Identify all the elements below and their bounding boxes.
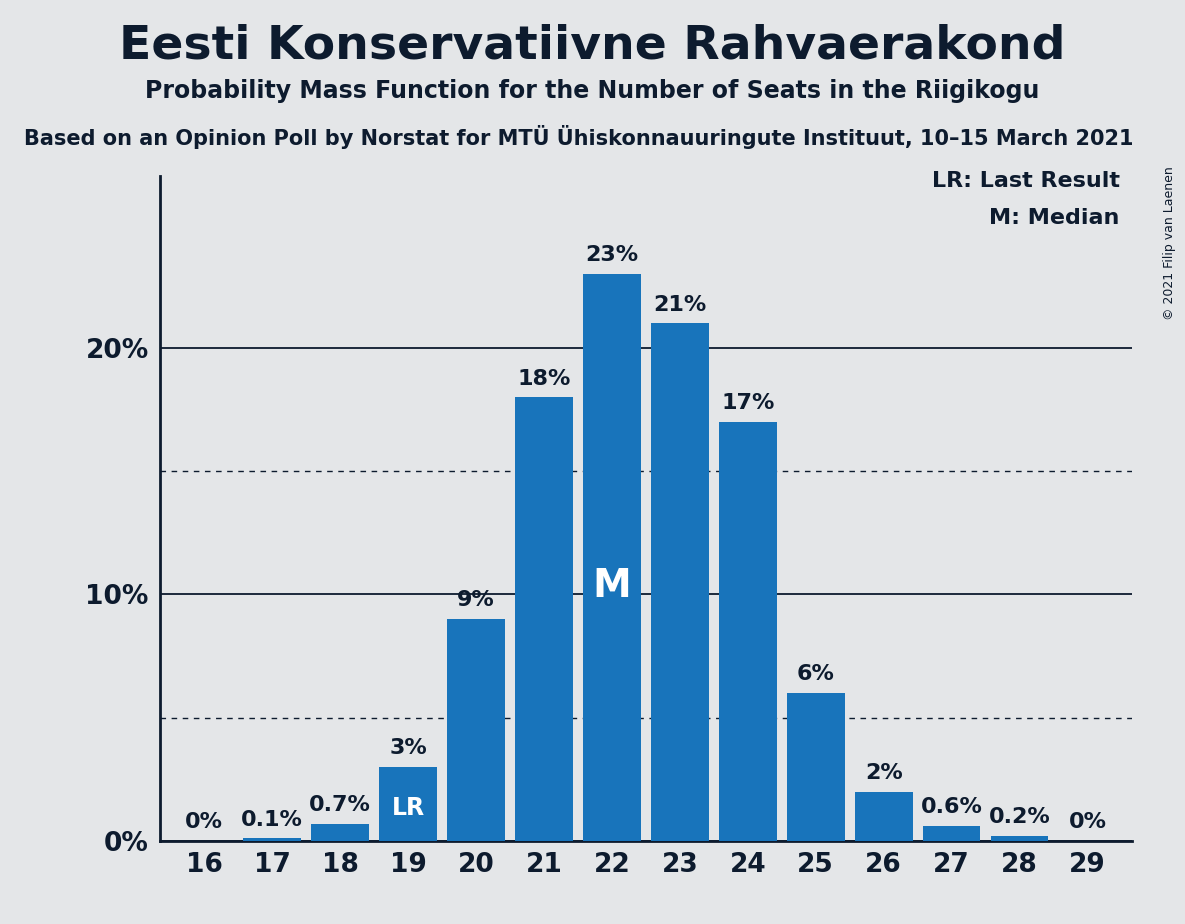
Text: LR: LR: [391, 796, 424, 820]
Bar: [719, 422, 776, 841]
Bar: [379, 767, 437, 841]
Text: Probability Mass Function for the Number of Seats in the Riigikogu: Probability Mass Function for the Number…: [146, 79, 1039, 103]
Text: © 2021 Filip van Laenen: © 2021 Filip van Laenen: [1162, 166, 1176, 320]
Text: LR: Last Result: LR: Last Result: [931, 171, 1120, 191]
Text: 0.2%: 0.2%: [988, 808, 1050, 827]
Text: 0%: 0%: [1069, 812, 1107, 833]
Text: 2%: 2%: [865, 763, 903, 783]
Bar: [447, 619, 505, 841]
Bar: [991, 836, 1049, 841]
Text: 6%: 6%: [796, 664, 834, 685]
Bar: [651, 323, 709, 841]
Bar: [923, 826, 980, 841]
Text: 3%: 3%: [389, 738, 427, 759]
Bar: [854, 792, 912, 841]
Text: 17%: 17%: [720, 394, 775, 413]
Text: 18%: 18%: [517, 369, 571, 389]
Text: M: Median: M: Median: [989, 208, 1120, 228]
Text: Eesti Konservatiivne Rahvaerakond: Eesti Konservatiivne Rahvaerakond: [120, 23, 1065, 68]
Bar: [787, 693, 845, 841]
Text: 9%: 9%: [457, 590, 495, 611]
Text: 0.6%: 0.6%: [921, 797, 982, 818]
Text: 0.1%: 0.1%: [242, 809, 303, 830]
Text: 0%: 0%: [185, 812, 223, 833]
Text: Based on an Opinion Poll by Norstat for MTÜ Ühiskonnauuringute Instituut, 10–15 : Based on an Opinion Poll by Norstat for …: [24, 125, 1133, 149]
Bar: [515, 397, 572, 841]
Bar: [312, 823, 369, 841]
Text: 21%: 21%: [653, 295, 706, 315]
Text: 0.7%: 0.7%: [309, 795, 371, 815]
Bar: [583, 274, 641, 841]
Text: 23%: 23%: [585, 246, 639, 265]
Text: M: M: [592, 566, 632, 605]
Bar: [243, 838, 301, 841]
